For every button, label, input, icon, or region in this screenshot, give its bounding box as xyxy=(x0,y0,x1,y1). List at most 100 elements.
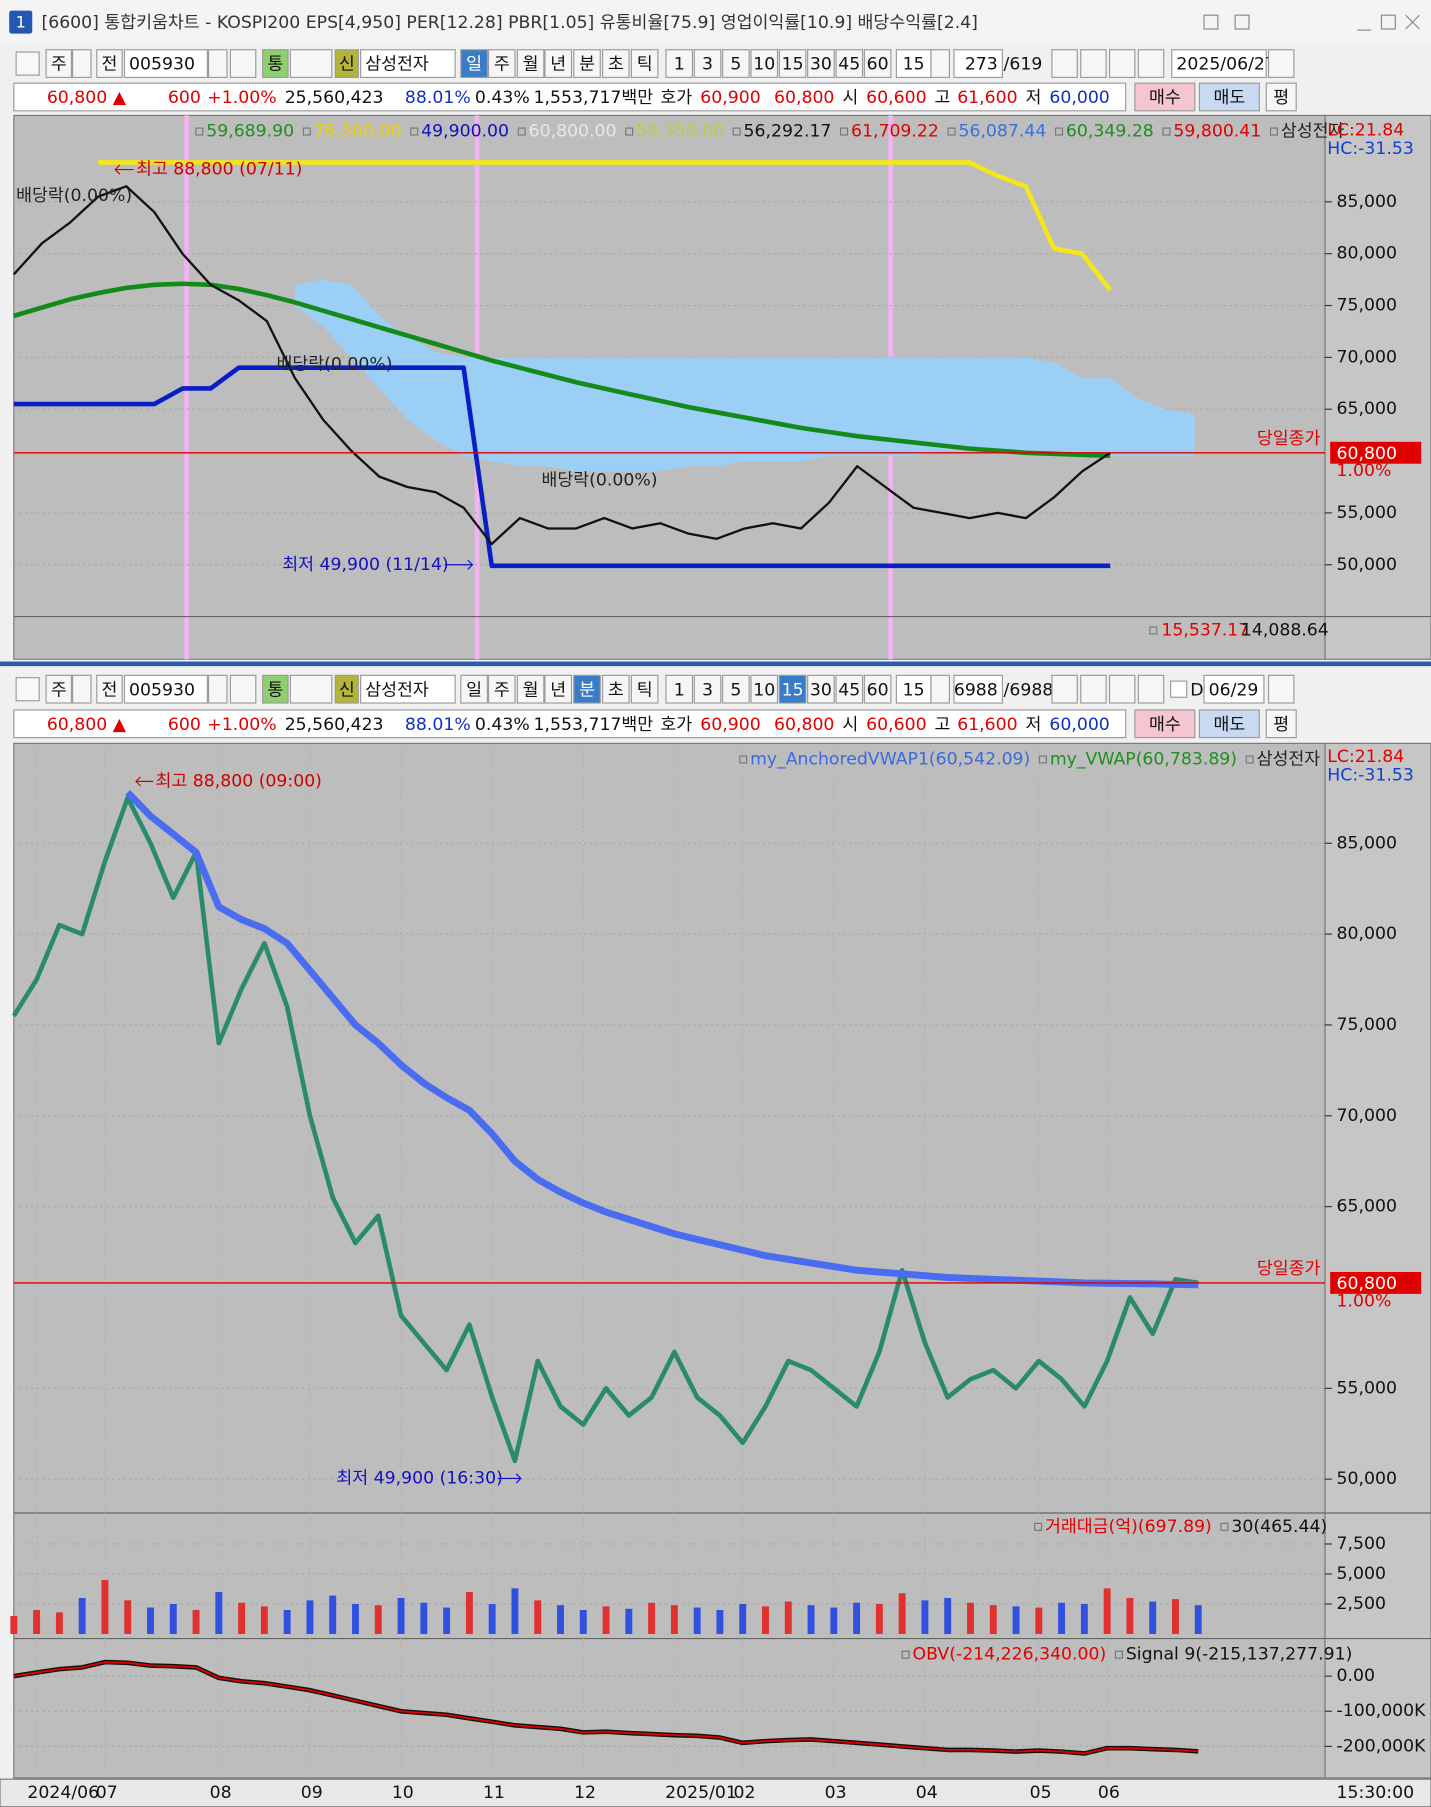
button[interactable] xyxy=(360,674,456,704)
button-label[interactable]: 45 xyxy=(838,680,860,700)
ctrl[interactable] xyxy=(1405,14,1420,30)
button-label[interactable]: 신 xyxy=(339,680,355,700)
button[interactable] xyxy=(544,49,573,78)
button[interactable] xyxy=(722,49,750,78)
button-label[interactable]: 통 xyxy=(267,55,283,75)
button-label[interactable]: 005930 xyxy=(129,680,195,700)
button[interactable] xyxy=(750,49,779,78)
button-label[interactable]: 5 xyxy=(730,680,741,700)
button[interactable] xyxy=(45,674,73,704)
button[interactable] xyxy=(807,674,835,704)
order-button[interactable] xyxy=(1198,709,1260,739)
button[interactable] xyxy=(722,674,750,704)
ctrl[interactable] xyxy=(1234,14,1250,30)
button[interactable] xyxy=(630,674,659,704)
order-button[interactable] xyxy=(1134,82,1196,112)
button[interactable] xyxy=(516,674,545,704)
toolbar-icon[interactable] xyxy=(15,51,40,76)
button-label[interactable]: 주 xyxy=(51,55,67,75)
order-button-label[interactable]: 매도 xyxy=(1213,88,1245,108)
button[interactable] xyxy=(360,49,456,78)
button-label[interactable]: 주 xyxy=(494,680,510,700)
button-label[interactable]: 일 xyxy=(466,680,482,700)
ctrl[interactable] xyxy=(1203,14,1219,30)
tool-icon[interactable] xyxy=(1051,49,1078,78)
order-button[interactable] xyxy=(1134,709,1196,739)
order-button-label[interactable]: 평 xyxy=(1273,715,1289,735)
button-label[interactable]: 15 xyxy=(903,55,925,75)
toolbar-icon[interactable] xyxy=(15,677,40,702)
ctrl[interactable] xyxy=(1380,14,1396,30)
calendar[interactable] xyxy=(1267,674,1295,704)
button-label[interactable]: 주 xyxy=(51,680,67,700)
dropdown[interactable] xyxy=(930,674,950,704)
button[interactable] xyxy=(334,674,359,704)
button[interactable] xyxy=(96,674,123,704)
order-button-label[interactable]: 평 xyxy=(1273,88,1289,108)
button[interactable] xyxy=(953,49,1003,78)
button[interactable] xyxy=(953,674,1003,704)
button-label[interactable]: 틱 xyxy=(637,55,653,75)
button[interactable] xyxy=(630,49,659,78)
button[interactable] xyxy=(262,674,289,704)
tool-icon[interactable] xyxy=(1080,674,1107,704)
button[interactable] xyxy=(96,49,123,78)
button-label[interactable]: 45 xyxy=(838,55,860,75)
speaker[interactable] xyxy=(289,674,333,704)
calendar[interactable] xyxy=(1267,49,1295,78)
button-label[interactable]: 30 xyxy=(810,55,832,75)
button[interactable] xyxy=(665,674,694,704)
button[interactable] xyxy=(1203,674,1265,704)
button[interactable] xyxy=(516,49,545,78)
button[interactable] xyxy=(460,49,488,78)
button[interactable] xyxy=(895,674,932,704)
button-label[interactable]: 삼성전자 xyxy=(365,55,429,75)
order-button-label[interactable]: 매수 xyxy=(1149,88,1181,108)
button-label[interactable]: 15 xyxy=(903,680,925,700)
button-label[interactable]: 월 xyxy=(523,680,539,700)
button-label[interactable]: 년 xyxy=(550,55,566,75)
button-label[interactable]: 1 xyxy=(674,680,685,700)
button-label[interactable]: 3 xyxy=(702,55,713,75)
window-controls[interactable] xyxy=(1203,14,1420,31)
button-label[interactable]: 전 xyxy=(102,55,118,75)
button[interactable] xyxy=(750,674,779,704)
button[interactable] xyxy=(460,674,488,704)
button[interactable] xyxy=(778,674,807,704)
button-label[interactable]: 신 xyxy=(339,55,355,75)
button[interactable] xyxy=(123,674,208,704)
button[interactable] xyxy=(487,49,516,78)
speaker[interactable] xyxy=(289,49,333,78)
tool-icon[interactable] xyxy=(1108,674,1136,704)
button-label[interactable]: 초 xyxy=(608,55,624,75)
button-label[interactable]: 15 xyxy=(782,55,804,75)
button-label[interactable]: 273 xyxy=(965,55,998,75)
order-button[interactable] xyxy=(1265,709,1297,739)
button-label[interactable]: 분 xyxy=(579,55,595,75)
checkbox[interactable] xyxy=(1170,680,1188,698)
button-label[interactable]: 15 xyxy=(782,680,804,700)
button[interactable] xyxy=(693,674,722,704)
button[interactable] xyxy=(602,49,630,78)
search[interactable] xyxy=(229,674,257,704)
order-button[interactable] xyxy=(1198,82,1260,112)
button-label[interactable]: 초 xyxy=(608,680,624,700)
search[interactable] xyxy=(229,49,257,78)
button[interactable] xyxy=(602,674,630,704)
dropdown[interactable] xyxy=(930,49,950,78)
button-label[interactable]: 5 xyxy=(730,55,741,75)
button[interactable] xyxy=(835,49,864,78)
button[interactable] xyxy=(778,49,807,78)
tool-icon[interactable] xyxy=(1051,674,1078,704)
button-label[interactable]: 60 xyxy=(867,680,889,700)
button-label[interactable]: 분 xyxy=(579,680,595,700)
button[interactable] xyxy=(863,49,892,78)
button[interactable] xyxy=(863,674,892,704)
button[interactable] xyxy=(334,49,359,78)
dropdown[interactable] xyxy=(207,674,228,704)
button[interactable] xyxy=(573,674,601,704)
button-label[interactable]: 005930 xyxy=(129,55,195,75)
button[interactable] xyxy=(262,49,289,78)
button-label[interactable]: 통 xyxy=(267,680,283,700)
tool-icon[interactable] xyxy=(1108,49,1136,78)
